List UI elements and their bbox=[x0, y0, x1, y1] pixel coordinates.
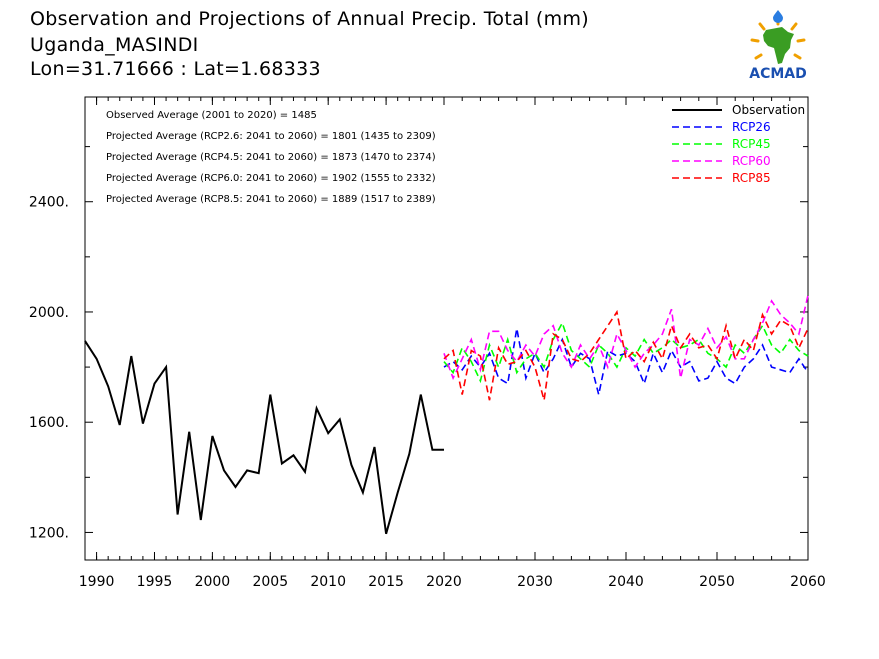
x-tick-label: 2040 bbox=[608, 574, 644, 590]
y-tick-label: 1200. bbox=[29, 525, 69, 541]
x-tick-label: 2010 bbox=[310, 574, 346, 590]
logo-text: ACMAD bbox=[749, 66, 807, 82]
y-tick-labels: 1200. 1600. 2000. 2400. bbox=[29, 195, 69, 542]
series-layer bbox=[84, 295, 809, 535]
y-tick-label: 1600. bbox=[29, 415, 69, 431]
annotation-line: Observed Average (2001 to 2020) = 1485 bbox=[106, 110, 317, 121]
y-tick-label: 2000. bbox=[29, 305, 69, 321]
water-drop-icon bbox=[773, 10, 783, 23]
axis-ticks bbox=[85, 97, 809, 560]
x-tick-label: 1990 bbox=[79, 574, 115, 590]
legend-label-rcp60: RCP60 bbox=[732, 154, 771, 168]
annotation-line: Projected Average (RCP8.5: 2041 to 2060)… bbox=[106, 194, 436, 205]
annotation-line: Projected Average (RCP2.6: 2041 to 2060)… bbox=[106, 131, 436, 142]
x-tick-label: 2015 bbox=[368, 574, 404, 590]
location-label: Uganda_MASINDI bbox=[30, 34, 199, 56]
x-tick-label: 1995 bbox=[137, 574, 173, 590]
series-line-rcp60 bbox=[443, 295, 809, 381]
legend-label-observation: Observation bbox=[732, 103, 805, 117]
x-tick-label: 2050 bbox=[699, 574, 735, 590]
series-line-rcp85 bbox=[443, 309, 809, 401]
y-tick-label: 2400. bbox=[29, 195, 69, 211]
plot-frame bbox=[84, 96, 809, 561]
x-tick-label: 2005 bbox=[252, 574, 288, 590]
annotation-line: Projected Average (RCP4.5: 2041 to 2060)… bbox=[106, 152, 436, 163]
x-tick-labels: 1990 1995 2000 2005 2010 2015 2020 2030 2040 2050… bbox=[79, 574, 826, 590]
africa-map-icon bbox=[763, 27, 794, 64]
x-tick-label: 2030 bbox=[517, 574, 553, 590]
chart-title: Observation and Projections of Annual Pr… bbox=[30, 8, 589, 30]
legend: Observation RCP26 RCP45 RCP60 RCP85 bbox=[672, 103, 805, 185]
annotations: Observed Average (2001 to 2020) = 1485 Pr… bbox=[106, 110, 436, 205]
x-tick-label: 2020 bbox=[426, 574, 462, 590]
legend-label-rcp85: RCP85 bbox=[732, 171, 771, 185]
coordinates-label: Lon=31.71666 : Lat=1.68333 bbox=[30, 58, 321, 80]
series-line-observation bbox=[84, 340, 444, 535]
legend-label-rcp45: RCP45 bbox=[732, 137, 771, 151]
annotation-line: Projected Average (RCP6.0: 2041 to 2060)… bbox=[106, 173, 436, 184]
acmad-logo: ACMAD bbox=[738, 8, 818, 84]
x-tick-label: 2000 bbox=[195, 574, 231, 590]
x-tick-label: 2060 bbox=[790, 574, 826, 590]
legend-label-rcp26: RCP26 bbox=[732, 120, 771, 134]
